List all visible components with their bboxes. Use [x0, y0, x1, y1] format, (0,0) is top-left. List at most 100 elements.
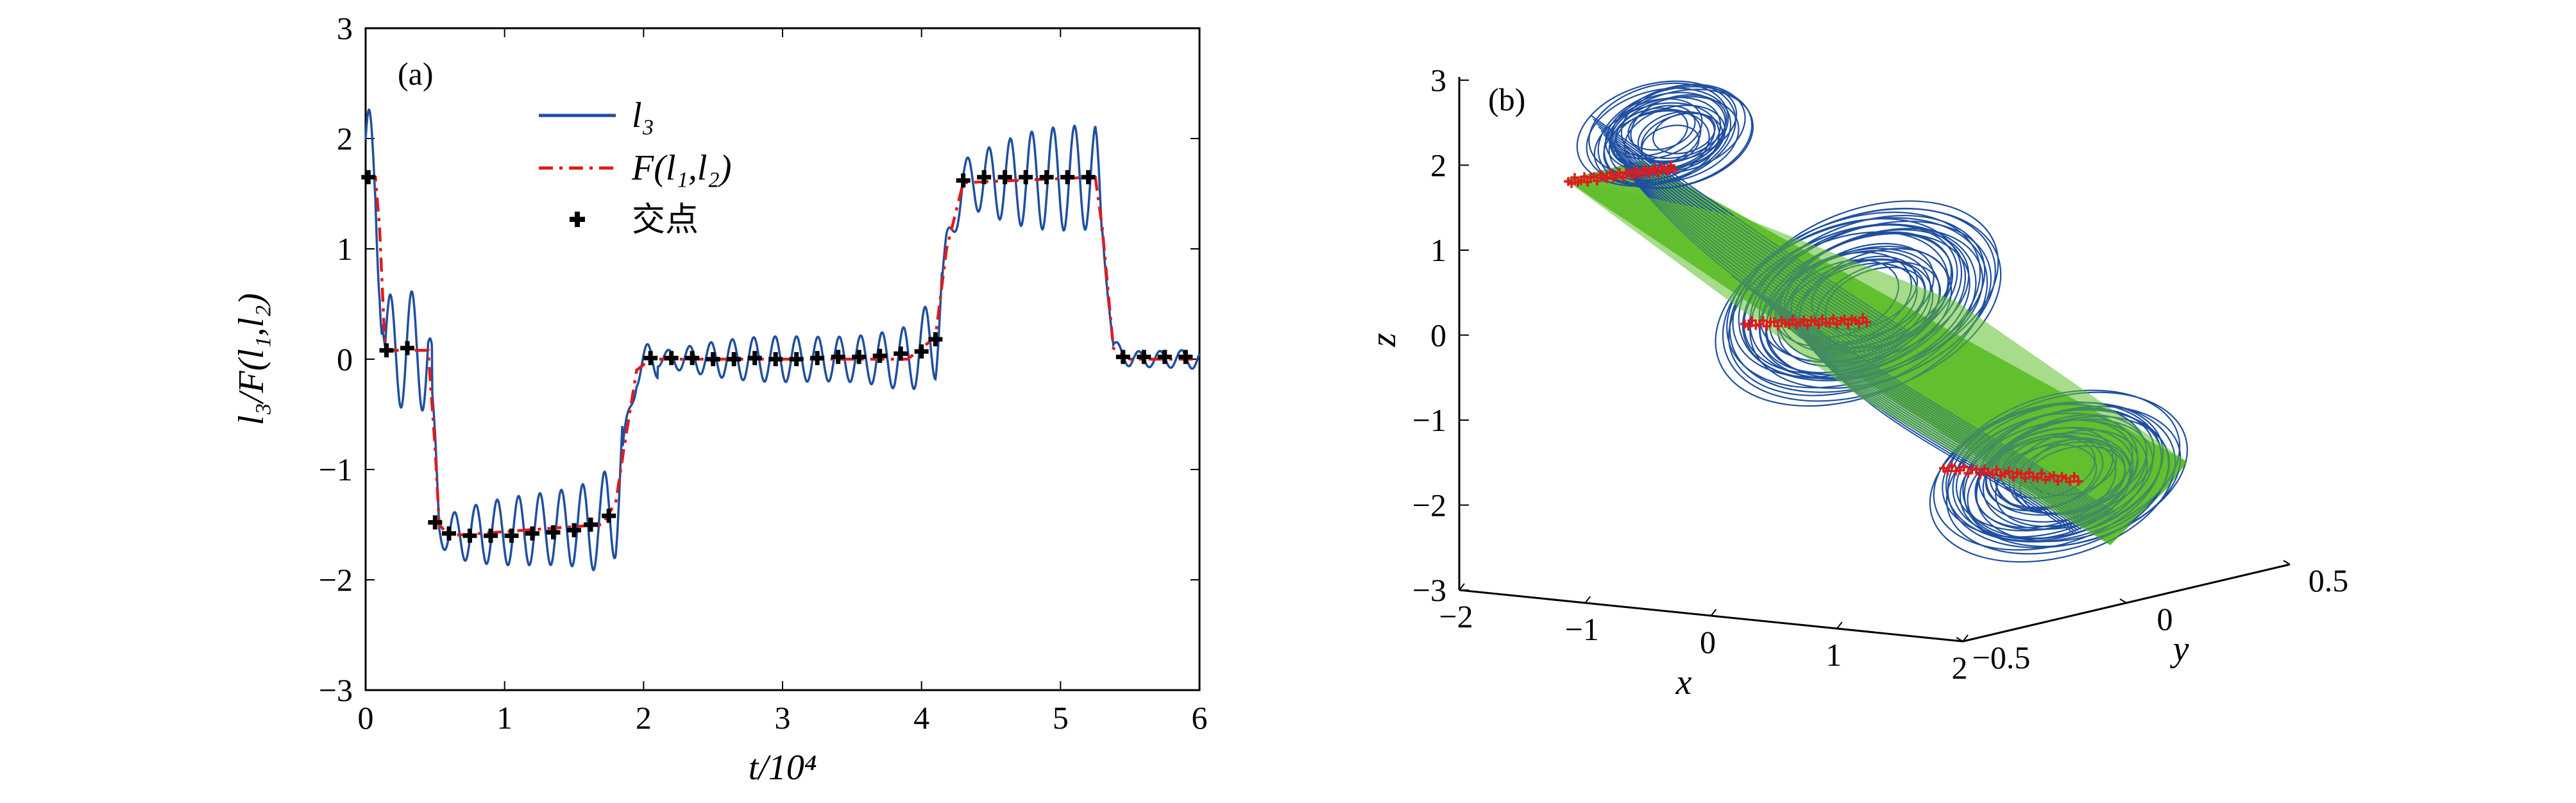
- intersection-point: [664, 351, 679, 366]
- intersection-mark: [1583, 177, 1592, 187]
- intersection-mark: [2037, 469, 2046, 478]
- intersection-mark: [1988, 469, 1997, 479]
- y-tick-label: 2: [337, 121, 353, 156]
- x3d-tick-label: −2: [1439, 598, 1473, 634]
- intersection-mark: [1628, 171, 1637, 181]
- intersection-mark: [1773, 321, 1783, 331]
- intersection-point: [685, 351, 700, 366]
- intersection-point: [546, 525, 561, 540]
- intersection-point: [525, 526, 539, 541]
- trajectory-loop: [1627, 105, 1696, 151]
- x3d-tick: [1962, 634, 1969, 642]
- intersection-point: [400, 341, 414, 355]
- intersection-point: [1157, 350, 1172, 364]
- z-tick-label: −2: [1412, 487, 1446, 523]
- intersection-mark: [1788, 315, 1797, 325]
- intersection-mark: [1829, 314, 1838, 323]
- panel-b-intersections: [1564, 160, 2083, 486]
- intersection-mark: [1654, 169, 1663, 178]
- intersection-mark: [1758, 316, 1768, 325]
- intersection-point: [584, 518, 598, 532]
- y3d-tick: [1956, 637, 1963, 642]
- intersection-point: [1115, 350, 1130, 364]
- y3d-tick: [2283, 560, 2291, 565]
- intersection-mark: [1618, 173, 1627, 183]
- intersection-mark: [1663, 167, 1672, 176]
- intersection-mark: [2021, 473, 2030, 483]
- trajectory-loop: [1608, 96, 1740, 183]
- x-tick-label: 5: [1053, 700, 1069, 736]
- panel-a-ticks: 0 1 2 3 4 5 6 3 2 1 0 −1 −2 −3: [319, 10, 1208, 736]
- y-tick-label: 1: [337, 231, 353, 267]
- intersection-point: [1019, 170, 1033, 185]
- intersection-point: [1137, 350, 1151, 364]
- intersection-point: [977, 170, 992, 185]
- intersection-mark: [1747, 316, 1757, 325]
- y-tick-label: −1: [319, 452, 353, 487]
- intersection-mark: [1947, 461, 1956, 471]
- intersection-point: [1081, 170, 1096, 185]
- intersection-mark: [1814, 320, 1824, 330]
- intersection-mark: [1670, 165, 1679, 174]
- x3d-tick-label: 0: [1700, 624, 1716, 660]
- z-tick-label: −3: [1412, 572, 1446, 608]
- intersection-mark: [2065, 477, 2075, 486]
- intersection-mark: [1992, 465, 2001, 475]
- intersection-point: [442, 526, 456, 541]
- trajectory-loop: [1586, 87, 1732, 185]
- panel-b-zlabel: z: [1364, 333, 1403, 348]
- z-tick-label: 1: [1430, 232, 1446, 268]
- intersection-point: [997, 170, 1012, 185]
- intersection-mark: [1943, 466, 1953, 476]
- intersection-point: [789, 352, 804, 366]
- intersection-point: [643, 351, 658, 366]
- y-tick-label: −3: [319, 672, 353, 708]
- intersection-mark: [1570, 173, 1579, 182]
- x-tick-label: 1: [496, 700, 513, 736]
- intersection-mark: [1641, 164, 1650, 173]
- panel-b-label: (b): [1488, 81, 1525, 117]
- panel-a: 0 1 2 3 4 5 6 3 2 1 0 −1 −2 −3 (a) l₃ F(l₁,l₂) 交点 t/1…: [232, 10, 1208, 788]
- intersection-mark: [2004, 466, 2013, 476]
- intersection-point: [956, 173, 970, 188]
- intersection-mark: [1858, 313, 1868, 323]
- intersection-mark: [1843, 319, 1853, 329]
- intersection-mark: [2069, 471, 2079, 481]
- x3d-tick-label: −1: [1565, 611, 1599, 647]
- x3d-tick: [1710, 609, 1717, 616]
- y-tick-label: −2: [319, 562, 353, 598]
- y3d-tick-label: 0.5: [2309, 562, 2349, 598]
- panel-b-ylabel: y: [2170, 629, 2189, 669]
- x3d-tick-label: 1: [1826, 637, 1842, 673]
- intersection-point: [852, 350, 867, 364]
- intersection-point: [567, 523, 581, 537]
- intersection-point: [706, 352, 720, 366]
- intersection-mark: [1971, 465, 1981, 475]
- trajectory-loop: [1576, 80, 1736, 187]
- intersection-mark: [1802, 321, 1812, 330]
- intersection-point: [831, 350, 845, 364]
- intersection-point: [484, 528, 498, 543]
- intersection-point: [727, 352, 741, 366]
- x3d-tick: [1584, 596, 1591, 604]
- x-tick-label: 3: [775, 700, 791, 736]
- y3d-tick: [2119, 598, 2127, 604]
- legend-label-F: F(l₁,l₂): [631, 148, 732, 188]
- intersection-point: [928, 332, 943, 347]
- intersection-point: [1039, 170, 1054, 185]
- intersection-point: [747, 351, 762, 366]
- intersection-point: [1178, 350, 1193, 364]
- panel-b-plane-front: [1565, 180, 2187, 545]
- y-tick-label: 3: [337, 10, 353, 46]
- intersection-mark: [1862, 317, 1871, 327]
- intersection-mark: [2049, 471, 2058, 480]
- intersection-point: [462, 528, 477, 543]
- y3d-tick-label: 0: [2157, 601, 2173, 637]
- intersection-point: [1060, 170, 1075, 185]
- y-tick-label: 0: [337, 341, 353, 377]
- x-tick-label: 4: [913, 700, 929, 736]
- intersection-point: [602, 509, 616, 523]
